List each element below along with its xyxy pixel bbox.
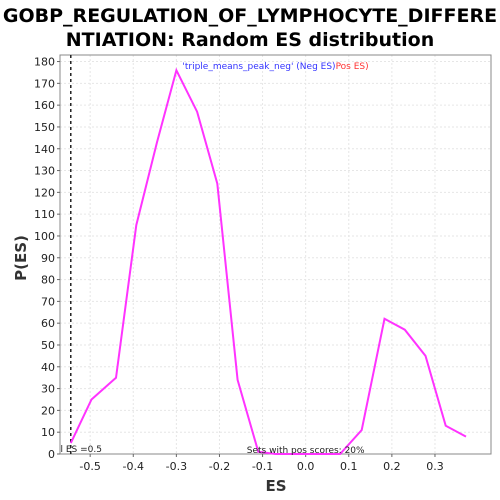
y-tick-label: 170: [34, 77, 55, 90]
legend-neg-es: 'triple_means_peak_neg' (Neg ES): [182, 62, 335, 72]
x-tick-label: -0.3: [166, 460, 187, 473]
x-tick-label: 0.1: [340, 460, 358, 473]
plot-area-frame: [59, 54, 492, 455]
chart-legend: 'triple_means_peak_neg' (Neg ES)Pos ES): [182, 62, 368, 72]
chart-title-line-1: GOBP_REGULATION_OF_LYMPHOCYTE_DIFFERE: [3, 5, 497, 27]
series-line: [69, 67, 467, 455]
y-tick-label: 50: [41, 339, 55, 352]
y-tick-label: 0: [48, 448, 55, 461]
x-tick-label: -0.1: [252, 460, 273, 473]
y-tick-label: 30: [41, 383, 55, 396]
y-tick-label: 40: [41, 361, 55, 374]
y-tick-label: 120: [34, 186, 55, 199]
x-axis-label: ES: [265, 477, 286, 495]
y-axis-label: P(ES): [12, 235, 30, 281]
gridlines: [60, 55, 491, 455]
x-tick-label: 0.2: [383, 460, 401, 473]
chart-title-line-2: NTIATION: Random ES distribution: [66, 29, 434, 51]
y-tick-label: 80: [41, 274, 55, 287]
x-tick-label: -0.5: [79, 460, 100, 473]
legend-pos-es: Pos ES): [336, 62, 369, 72]
y-tick-label: 110: [34, 208, 55, 221]
x-tick-label: -0.2: [209, 460, 230, 473]
y-tick-label: 20: [41, 404, 55, 417]
real-es-label: Real ES =0.5: [44, 445, 102, 455]
x-axis-ticks: -0.5 -0.4 -0.3 -0.2 -0.1 0.0 0.1 0.2 0.3: [79, 454, 444, 473]
y-tick-label: 60: [41, 317, 55, 330]
pos-scores-annotation: Sets with pos scores: 20%: [247, 446, 365, 456]
y-tick-label: 90: [41, 252, 55, 265]
x-tick-label: 0.3: [426, 460, 444, 473]
y-tick-label: 10: [41, 426, 55, 439]
y-tick-label: 100: [34, 230, 55, 243]
y-tick-label: 160: [34, 99, 55, 112]
y-tick-label: 140: [34, 143, 55, 156]
x-tick-label: 0.0: [297, 460, 315, 473]
y-tick-label: 150: [34, 121, 55, 134]
y-tick-label: 130: [34, 165, 55, 178]
x-tick-label: -0.4: [123, 460, 144, 473]
y-tick-label: 180: [34, 56, 55, 69]
y-axis-ticks: 0 10 20 30 40 50 60 70 80 90 100 110 120 130 140 150 160…: [34, 56, 60, 461]
y-tick-label: 70: [41, 295, 55, 308]
